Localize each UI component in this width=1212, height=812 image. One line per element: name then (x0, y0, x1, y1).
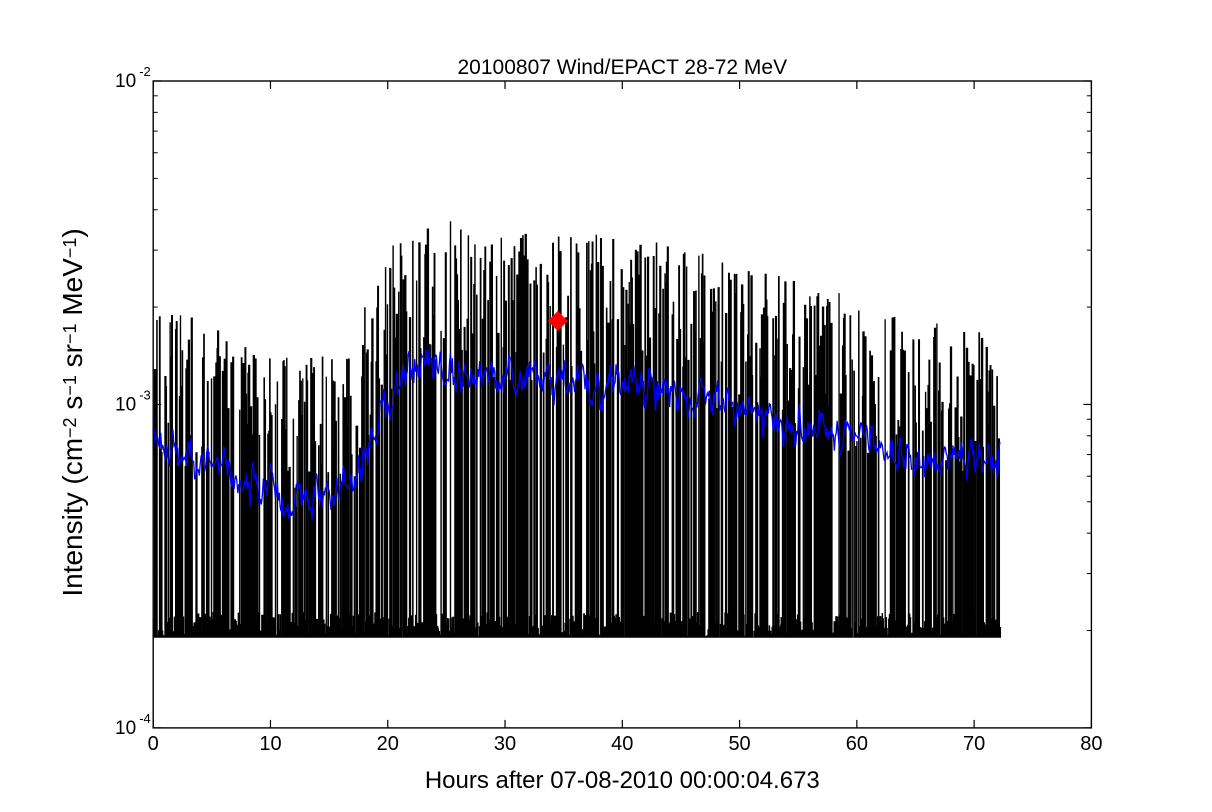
svg-text:50: 50 (728, 733, 750, 755)
svg-text:-3: -3 (139, 387, 151, 402)
svg-text:60: 60 (846, 733, 868, 755)
svg-text:40: 40 (611, 733, 633, 755)
svg-text:Intensity (cm−2 s−1 sr−1 MeV−1: Intensity (cm−2 s−1 sr−1 MeV−1) (57, 228, 88, 596)
svg-text:80: 80 (1080, 733, 1102, 755)
svg-text:10: 10 (115, 71, 136, 92)
svg-text:10: 10 (115, 718, 136, 739)
svg-text:0: 0 (148, 733, 159, 755)
svg-text:10: 10 (259, 733, 281, 755)
svg-text:30: 30 (494, 733, 516, 755)
svg-text:70: 70 (963, 733, 985, 755)
svg-text:-2: -2 (139, 64, 151, 79)
svg-text:20100807 Wind/EPACT 28-72 MeV: 20100807 Wind/EPACT 28-72 MeV (458, 56, 788, 79)
svg-text:20: 20 (377, 733, 399, 755)
svg-text:10: 10 (115, 394, 136, 415)
svg-text:-4: -4 (139, 711, 151, 726)
svg-text:Hours after 07-08-2010 00:00:0: Hours after 07-08-2010 00:00:04.673 (425, 767, 820, 794)
